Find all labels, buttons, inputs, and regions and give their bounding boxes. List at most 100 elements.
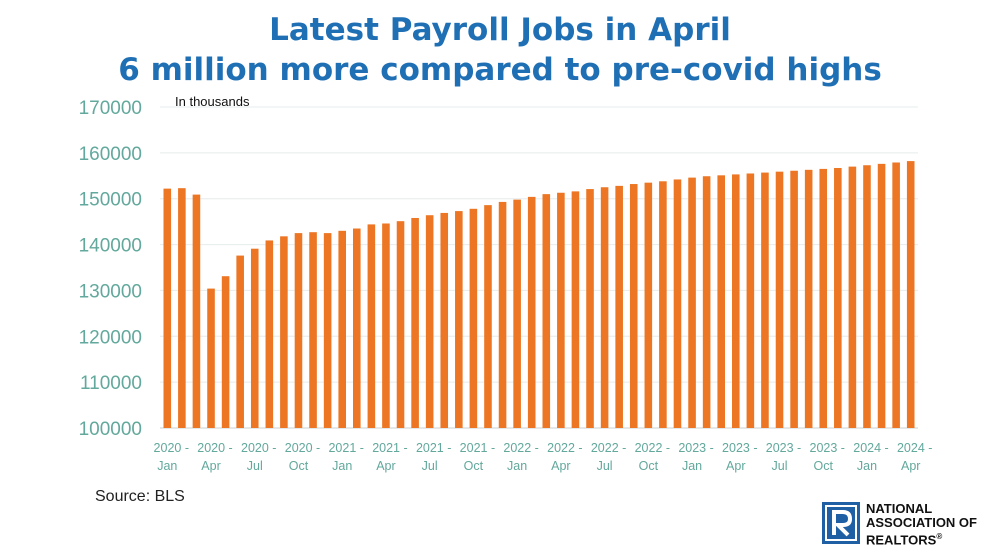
bar-2023-May	[746, 173, 755, 428]
x-tick-year: 2024 -	[897, 441, 932, 455]
nar-logo-text: NATIONAL ASSOCIATION OF REALTORS®	[866, 502, 977, 547]
x-tick-month: Apr	[201, 459, 220, 473]
bar-2020-Jun	[236, 255, 244, 428]
x-tick-label: 2020 - Apr	[197, 441, 232, 473]
x-tick-month: Jul	[247, 459, 263, 473]
x-tick-year: 2021 -	[372, 441, 407, 455]
bar-2022-Aug	[615, 185, 623, 428]
bar-2023-Nov	[834, 167, 842, 429]
x-tick-year: 2020 -	[241, 441, 276, 455]
x-tick-month: Jan	[507, 459, 527, 473]
bar-2020-Nov	[309, 232, 317, 428]
x-tick-year: 2023 -	[722, 441, 757, 455]
logo-line3: REALTORS®	[866, 530, 977, 547]
bar-2020-Mar	[192, 194, 201, 428]
y-tick-label: 120000	[79, 327, 142, 348]
bar-2022-Mar	[542, 194, 551, 428]
nar-logo-mark	[822, 502, 860, 544]
x-tick-month: Apr	[376, 459, 395, 473]
x-tick-year: 2022 -	[503, 441, 538, 455]
x-tick-month: Apr	[551, 459, 570, 473]
bar-2021-Oct	[469, 208, 478, 428]
x-tick-month: Apr	[901, 459, 920, 473]
bar-2023-Sep	[804, 169, 813, 428]
y-axis-tick-labels: 100000 110000 120000 130000 140000 150000 1600…	[79, 98, 142, 440]
x-tick-label: 2023 - Jul	[766, 441, 801, 473]
x-tick-year: 2020 -	[154, 441, 189, 455]
bar-2023-Jul	[775, 171, 784, 428]
x-tick-year: 2022 -	[635, 441, 670, 455]
x-tick-month: Oct	[639, 459, 659, 473]
bar-2021-Jun	[411, 217, 419, 428]
registered-mark: ®	[936, 532, 943, 541]
unit-label: In thousands	[175, 94, 250, 109]
y-tick-label: 130000	[79, 281, 142, 302]
bar-2023-Mar	[717, 175, 725, 428]
bar-2021-Dec	[498, 201, 507, 428]
x-tick-year: 2020 -	[285, 441, 320, 455]
payroll-bar-chart: 100000 110000 120000 130000 140000 150000 1600…	[79, 94, 933, 473]
bar-2021-Aug	[440, 212, 449, 428]
bar-2024-Jan	[863, 165, 871, 429]
r-letter-icon	[822, 502, 860, 544]
bar-2022-Sep	[629, 184, 638, 428]
bar-2024-Feb	[877, 163, 886, 429]
x-tick-year: 2020 -	[197, 441, 232, 455]
x-tick-label: 2021 - Oct	[460, 441, 495, 473]
y-tick-label: 110000	[80, 373, 142, 394]
x-tick-label: 2023 - Jan	[678, 441, 713, 473]
x-tick-year: 2024 -	[853, 441, 888, 455]
x-tick-year: 2023 -	[678, 441, 713, 455]
x-tick-label: 2022 - Oct	[635, 441, 670, 473]
x-tick-month: Oct	[289, 459, 309, 473]
x-tick-month: Oct	[814, 459, 834, 473]
x-tick-label: 2022 - Jan	[503, 441, 538, 473]
bar-2023-Oct	[819, 168, 828, 428]
x-tick-year: 2021 -	[460, 441, 495, 455]
x-tick-year: 2023 -	[810, 441, 845, 455]
x-tick-label: 2023 - Apr	[722, 441, 757, 473]
bar-2022-May	[571, 191, 580, 428]
bar-2020-May	[221, 276, 230, 428]
bar-2020-Aug	[265, 240, 274, 428]
x-axis-tick-labels: 2020 - Jan 2020 - Apr 2020 - Jul 2020 - Oct 2021…	[154, 441, 933, 473]
bar-2021-Jul	[425, 215, 434, 428]
x-tick-year: 2022 -	[591, 441, 626, 455]
bar-2023-Apr	[732, 174, 740, 428]
bar-2022-Feb	[527, 196, 536, 428]
bar-2022-Oct	[644, 182, 653, 428]
bar-2021-Mar	[367, 224, 376, 428]
logo-line3-text: REALTORS	[866, 532, 937, 548]
bar-2022-Nov	[659, 181, 667, 428]
bar-2024-Mar	[892, 162, 900, 429]
x-tick-label: 2024 - Jan	[853, 441, 888, 473]
bar-2021-Apr	[382, 223, 390, 428]
bars	[163, 161, 915, 429]
x-tick-month: Jan	[157, 459, 177, 473]
logo-line2: ASSOCIATION OF	[866, 515, 977, 530]
bar-2022-Apr	[557, 192, 565, 428]
bar-2023-Jun	[761, 172, 769, 428]
bar-2022-Jan	[513, 199, 521, 428]
x-tick-label: 2023 - Oct	[810, 441, 845, 473]
bar-2020-Oct	[294, 233, 303, 428]
x-tick-label: 2021 - Apr	[372, 441, 407, 473]
x-tick-year: 2023 -	[766, 441, 801, 455]
bar-2021-May	[396, 221, 405, 428]
x-tick-label: 2022 - Jul	[591, 441, 626, 473]
x-tick-label: 2020 - Jan	[154, 441, 189, 473]
chart-title-line1: Latest Payroll Jobs in April	[269, 12, 731, 48]
x-tick-label: 2021 - Jul	[416, 441, 451, 473]
x-tick-month: Jan	[332, 459, 352, 473]
x-tick-month: Jul	[772, 459, 788, 473]
x-tick-month: Jul	[422, 459, 438, 473]
x-tick-year: 2021 -	[416, 441, 451, 455]
x-tick-month: Jan	[682, 459, 702, 473]
bar-2020-Jan	[163, 188, 172, 428]
x-tick-month: Apr	[726, 459, 745, 473]
bar-2020-Apr	[207, 288, 215, 428]
bar-2020-Jul	[250, 248, 259, 428]
x-tick-label: 2020 - Jul	[241, 441, 276, 473]
y-tick-label: 100000	[79, 419, 142, 440]
bar-2021-Jan	[338, 230, 346, 428]
